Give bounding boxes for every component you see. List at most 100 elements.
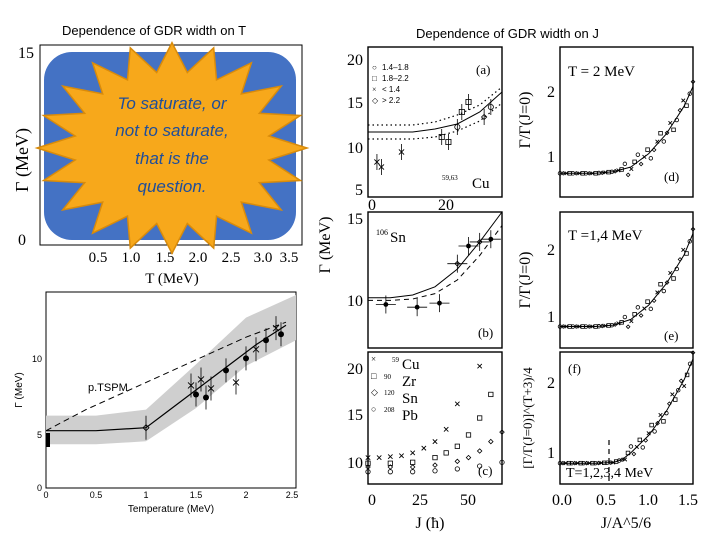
panel-d-tag: (d)	[664, 169, 679, 184]
ratio-point-5	[690, 79, 696, 85]
ratio-point-6	[658, 282, 663, 287]
top-left-ytick-0: 0	[18, 232, 26, 249]
bl-data-point	[142, 424, 150, 432]
pb-data-point	[437, 300, 442, 306]
panel-e-frame	[559, 211, 694, 349]
ratio-point-7	[622, 457, 628, 462]
bl-data-point	[193, 391, 199, 398]
legend-cross-icon: ×	[371, 354, 376, 364]
pa-data-point	[378, 164, 385, 170]
pc-data-point-90Zr	[365, 460, 371, 466]
legend-square-icon: □	[372, 74, 377, 83]
ratio-point-7	[661, 419, 666, 424]
pb-data-point	[383, 302, 389, 307]
panel-a-ytick: 5	[355, 182, 363, 199]
pc-data-point-59Cu	[477, 363, 483, 369]
ratio-point-7	[666, 401, 672, 407]
ratio-point-7	[658, 412, 663, 418]
top-left-ylabel: Γ (MeV)	[12, 128, 33, 192]
pc-data-point-90Zr	[454, 443, 460, 449]
panel-f-xtick: 0.5	[596, 492, 616, 509]
panel-c-element: Sn	[402, 391, 418, 407]
ratio-point-5	[687, 91, 692, 96]
ratio-point-7	[566, 460, 572, 466]
top-left-xtick: 3.0	[254, 250, 273, 266]
panel-d-ytick: 1	[547, 149, 555, 166]
bl-xtick: 2	[243, 490, 248, 500]
top-left-xtick: 3.5	[280, 250, 299, 266]
ratio-point-6	[674, 266, 679, 272]
panel-d-ylabel: Γ/Γ(J=0)	[517, 92, 534, 149]
ratio-point-7	[676, 388, 681, 393]
panel-f-xtick: 1.5	[678, 492, 698, 509]
ratio-point-6	[648, 306, 654, 312]
pa-data-point	[445, 138, 452, 145]
ratio-point-5	[651, 147, 657, 153]
ratio-point-7	[690, 350, 696, 356]
ratio-point-6	[612, 322, 618, 327]
ratio-point-7	[649, 422, 654, 428]
bl-data-point	[263, 337, 269, 344]
ratio-point-6	[573, 324, 579, 329]
pc-data-point-90Zr	[488, 391, 494, 398]
pa-data-point	[480, 113, 488, 121]
bl-data-point	[278, 331, 284, 338]
pb-data-point	[488, 236, 494, 242]
pc-data-point-120Sn	[465, 454, 472, 461]
legend-diamond-icon: ◇	[372, 96, 379, 105]
bl-xtick: 2.5	[286, 490, 299, 500]
pb-data-point	[466, 243, 471, 249]
starburst-line-2: not to saturate,	[115, 121, 228, 140]
pa-data-point	[458, 109, 465, 116]
ratio-point-5	[648, 156, 654, 161]
bl-data-point	[272, 324, 280, 332]
ratio-point-6	[684, 251, 689, 256]
ratio-point-7	[578, 460, 583, 466]
panel-a-solid-line	[368, 91, 503, 133]
pc-data-point-59Cu	[365, 455, 371, 461]
bottom-left-dashed-line	[45, 321, 287, 432]
top-left-xtick: 2.0	[189, 250, 208, 266]
bl-xtick: 1.5	[190, 490, 203, 500]
pc-data-point-208Pb	[499, 459, 505, 465]
panel-c-xlabel: J (ħ)	[416, 515, 445, 532]
ratio-point-5	[677, 107, 683, 113]
ratio-point-6	[622, 314, 628, 320]
ratio-point-6	[625, 324, 631, 330]
pc-data-point-208Pb	[365, 469, 371, 475]
panel-f-line	[560, 358, 694, 464]
ratio-point-5	[612, 168, 618, 174]
pc-data-point-120Sn	[454, 458, 461, 465]
ratio-point-7	[631, 451, 637, 457]
panel-a-legend-item: > 2.2	[382, 96, 401, 105]
panel-d-annotation: T = 2 MeV	[568, 64, 635, 80]
pb-data-point	[454, 260, 461, 267]
pa-data-point	[398, 149, 405, 155]
panel-b-xtick: 0	[368, 197, 376, 214]
pc-data-point-90Zr	[477, 415, 483, 421]
panel-c-mass: 59	[392, 356, 400, 364]
ratio-point-5	[671, 127, 676, 133]
panel-a-legend-item: 1.4–1.8	[382, 63, 409, 72]
top-left-xtick: 2.5	[222, 250, 241, 266]
ratio-point-6	[586, 324, 592, 329]
ratio-point-5	[674, 117, 679, 123]
ratio-point-5	[642, 154, 647, 159]
pc-data-point-208Pb	[410, 469, 416, 475]
panel-b-ylabel: Γ (MeV)	[317, 217, 334, 274]
panel-f-ylabel: [Γ/Γ(J=0)]^(T+3)/4	[520, 367, 535, 469]
ratio-point-6	[635, 305, 641, 310]
panel-c-ytick: 20	[347, 361, 363, 378]
bl-data-point	[207, 385, 215, 392]
ratio-point-7	[643, 437, 649, 443]
pc-data-point-90Zr	[432, 454, 438, 461]
ratio-point-6	[638, 313, 644, 318]
ratio-point-7	[602, 460, 607, 466]
ratio-point-5	[625, 172, 631, 178]
bottom-left-chart: 0 0.5 1 1.5 2 2.5 0 5 10 Temperature (Me…	[14, 291, 299, 515]
ratio-point-5	[560, 170, 566, 176]
bl-xtick: 0.5	[90, 490, 103, 500]
panel-c-element: Pb	[402, 408, 418, 424]
panel-c-tag: (c)	[478, 463, 492, 478]
